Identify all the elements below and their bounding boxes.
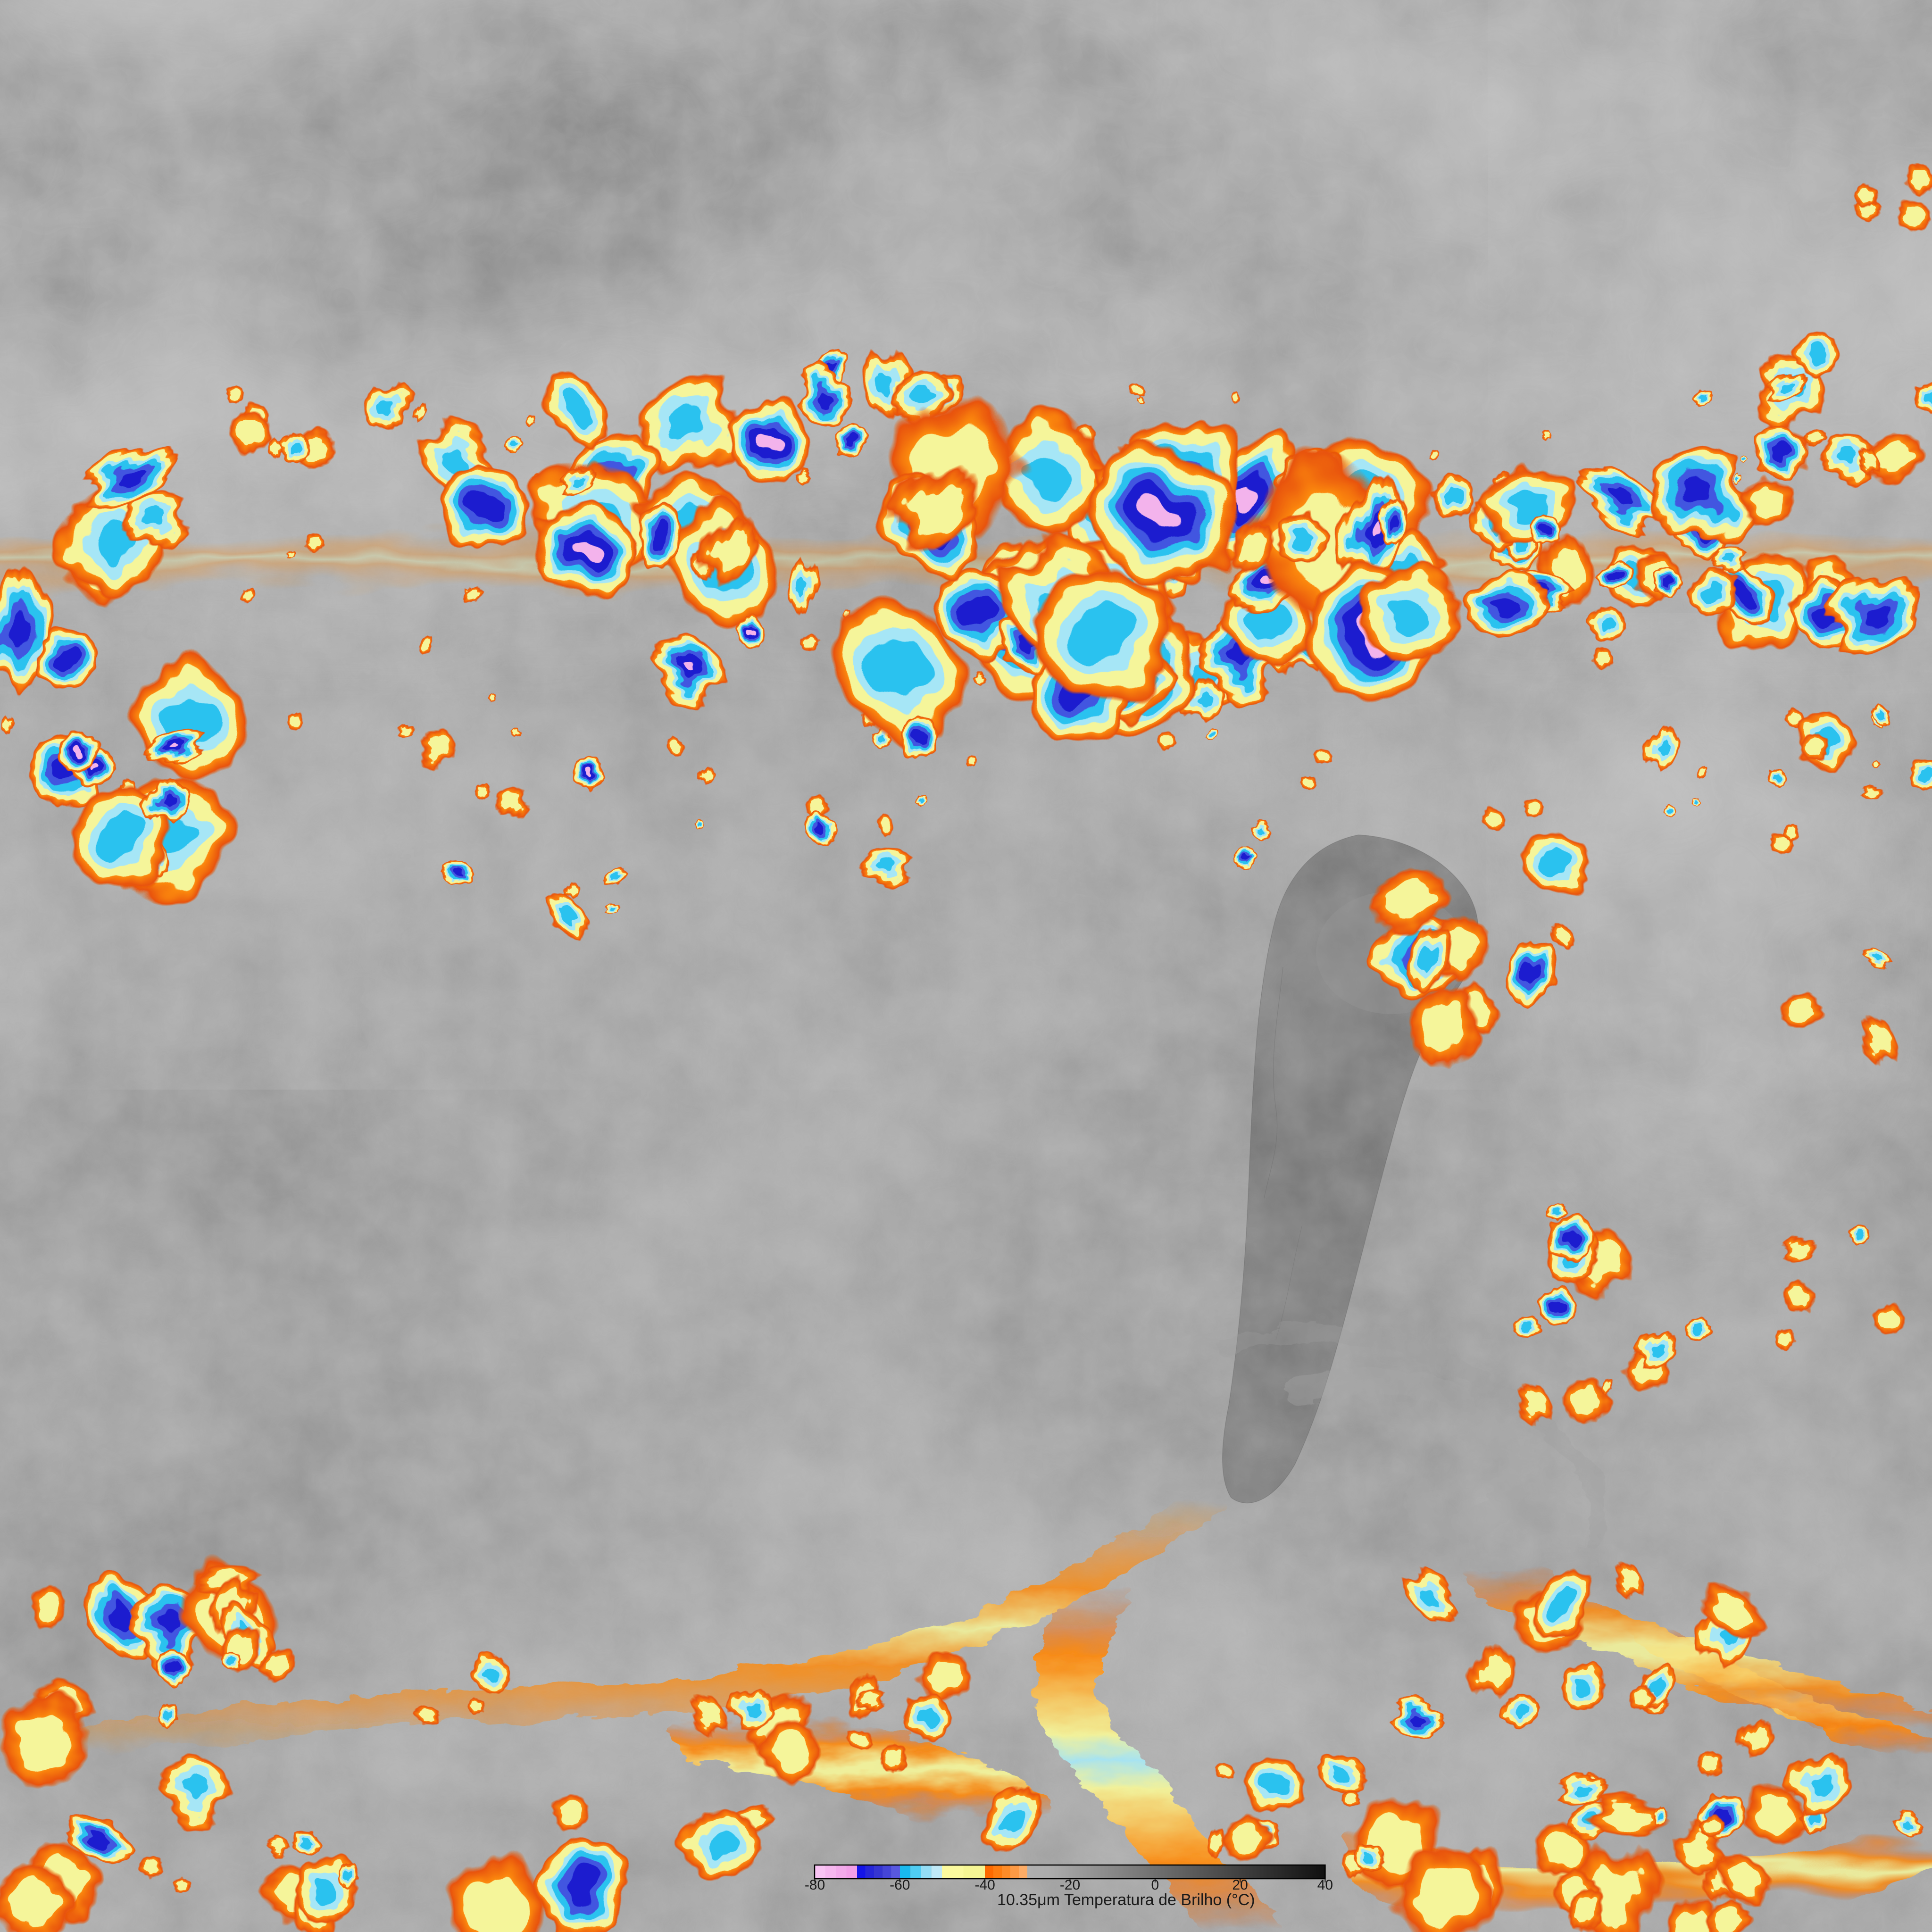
svg-text:-40: -40 [974,1877,995,1893]
svg-text:10.35μm Temperatura de Brilho: 10.35μm Temperatura de Brilho (°C) [997,1891,1255,1909]
svg-text:-60: -60 [890,1877,910,1893]
svg-text:40: 40 [1317,1877,1333,1893]
svg-text:-80: -80 [805,1877,825,1893]
